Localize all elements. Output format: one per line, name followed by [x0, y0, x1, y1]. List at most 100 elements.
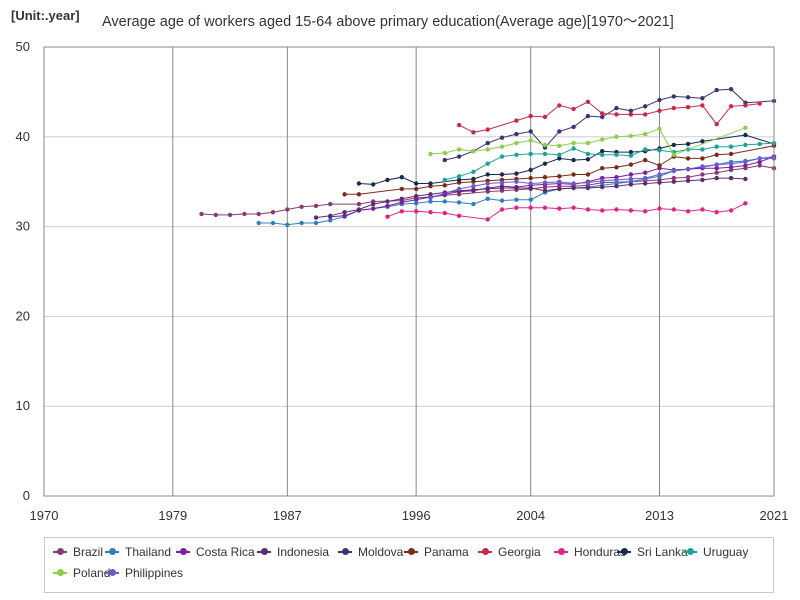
data-point: [557, 129, 562, 134]
data-point: [628, 208, 634, 213]
legend-label: Sri Lanka: [637, 544, 688, 559]
legend-swatch: [683, 547, 697, 555]
data-point: [442, 150, 447, 156]
data-point: [557, 206, 562, 211]
data-point: [442, 210, 447, 216]
data-point: [657, 126, 662, 131]
legend-item: Honduras: [554, 544, 626, 559]
data-point: [685, 105, 691, 110]
data-point: [428, 192, 433, 197]
legend-item: Georgia: [478, 544, 541, 559]
data-point: [571, 172, 576, 177]
data-point: [728, 175, 734, 181]
data-point: [471, 176, 476, 182]
y-tick-label: 40: [16, 129, 30, 144]
legend-label: Honduras: [574, 544, 627, 559]
legend-item: Sri Lanka: [617, 544, 688, 559]
data-point: [499, 180, 505, 185]
data-point: [428, 151, 433, 157]
x-tick-label: 1979: [158, 508, 187, 523]
data-point: [728, 104, 734, 109]
data-point: [199, 211, 204, 217]
data-point: [557, 186, 562, 192]
data-point: [728, 87, 734, 92]
data-point: [514, 171, 519, 176]
data-point: [542, 188, 548, 193]
data-point: [428, 199, 433, 204]
x-tick-label: 2004: [516, 508, 545, 523]
data-point: [428, 195, 433, 201]
data-point: [256, 220, 261, 226]
data-point: [600, 178, 605, 183]
data-point: [628, 162, 634, 167]
data-point: [514, 118, 519, 123]
data-point: [600, 111, 605, 116]
data-point: [714, 144, 719, 149]
chart-title: Average age of workers aged 15-64 above …: [102, 14, 674, 30]
data-point: [514, 140, 519, 146]
data-point: [585, 113, 591, 119]
data-point: [485, 147, 490, 152]
data-point: [643, 175, 648, 181]
data-point: [628, 112, 634, 117]
data-point: [671, 105, 676, 111]
data-point: [585, 185, 591, 191]
data-point: [757, 163, 762, 168]
legend-swatch: [338, 547, 352, 555]
series-georgia: [456, 99, 762, 135]
data-point: [213, 212, 218, 218]
data-point: [614, 184, 619, 189]
x-tick-label: 1970: [30, 508, 59, 523]
data-point: [485, 161, 490, 166]
data-point: [414, 181, 419, 186]
data-point: [571, 157, 576, 163]
series-line: [358, 134, 775, 185]
data-point: [471, 201, 476, 207]
data-point: [514, 179, 519, 184]
data-point: [585, 140, 591, 146]
data-point: [700, 156, 705, 161]
data-point: [643, 147, 648, 152]
data-point: [685, 166, 691, 172]
data-point: [614, 177, 619, 183]
data-point: [442, 183, 447, 188]
data-point: [456, 154, 462, 159]
data-point: [514, 152, 519, 157]
legend-label: Philippines: [125, 565, 184, 580]
data-point: [728, 161, 734, 166]
data-point: [485, 196, 490, 201]
data-point: [471, 169, 476, 174]
data-point: [514, 197, 519, 202]
data-point: [399, 175, 404, 180]
data-point: [557, 143, 562, 148]
data-point: [342, 213, 347, 218]
data-point: [528, 175, 533, 181]
legend-label: Panama: [424, 544, 469, 559]
data-point: [743, 163, 748, 168]
data-point: [385, 177, 390, 183]
data-point: [499, 198, 505, 203]
data-point: [657, 180, 662, 185]
data-point: [571, 124, 576, 130]
data-point: [757, 156, 762, 161]
data-point: [628, 133, 634, 139]
data-point: [700, 164, 705, 169]
data-point: [456, 122, 462, 128]
data-point: [657, 172, 662, 177]
data-point: [356, 207, 362, 212]
y-tick-label: 30: [16, 219, 30, 234]
data-point: [743, 176, 748, 182]
data-point: [485, 217, 490, 222]
data-point: [428, 181, 433, 186]
data-point: [685, 141, 691, 147]
legend-swatch: [617, 547, 631, 555]
series-line: [387, 202, 746, 220]
data-point: [643, 209, 648, 214]
data-point: [399, 200, 404, 205]
legend-item: Brazil: [53, 544, 103, 559]
data-point: [757, 159, 762, 165]
data-point: [456, 177, 462, 183]
data-point: [600, 166, 605, 171]
data-point: [485, 186, 490, 192]
